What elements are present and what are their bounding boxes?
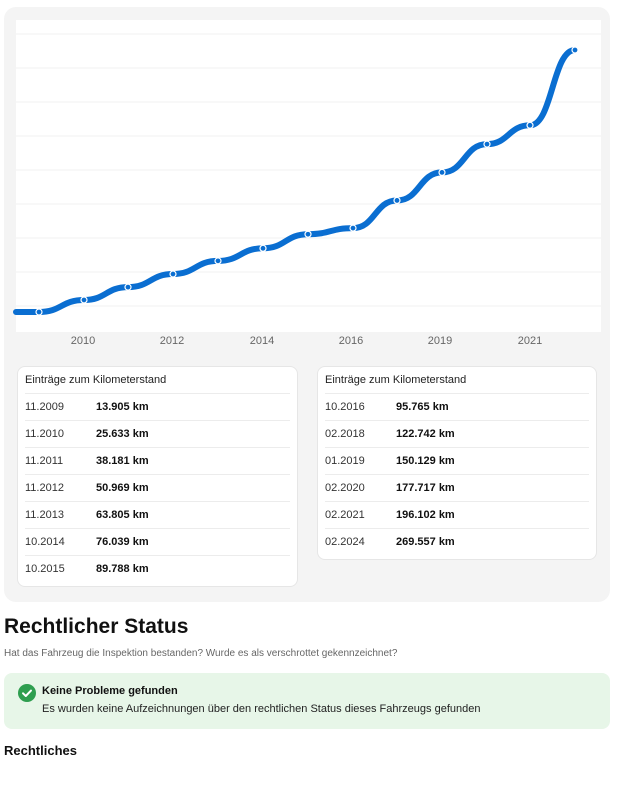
entry-date: 10.2014 <box>25 536 65 548</box>
entry-date: 01.2019 <box>325 455 365 467</box>
status-text: Es wurden keine Aufzeichnungen über den … <box>42 703 481 715</box>
entry-km: 150.129 km <box>396 455 455 467</box>
mileage-table-left: Einträge zum Kilometerstand 11.2009 13.90… <box>17 366 298 587</box>
data-point[interactable] <box>526 121 534 129</box>
check-circle-icon <box>18 684 36 702</box>
entry-date: 10.2015 <box>25 563 65 575</box>
entry-date: 02.2024 <box>325 536 365 548</box>
x-tick-label: 2010 <box>71 335 95 347</box>
table-row: 02.2021 196.102 km <box>325 501 589 528</box>
status-title: Keine Probleme gefunden <box>42 685 178 697</box>
data-point[interactable] <box>483 140 491 148</box>
entry-km: 76.039 km <box>96 536 149 548</box>
mileage-table-right: Einträge zum Kilometerstand 10.2016 95.76… <box>317 366 597 560</box>
table-row: 02.2018 122.742 km <box>325 420 589 447</box>
data-point[interactable] <box>393 196 401 205</box>
data-point[interactable] <box>35 308 43 316</box>
entry-date: 11.2009 <box>25 401 64 413</box>
table-row: 10.2015 89.788 km <box>25 555 290 582</box>
table-row: 02.2024 269.557 km <box>325 528 589 555</box>
entry-km: 196.102 km <box>396 509 455 521</box>
legal-status-subtitle: Hat das Fahrzeug die Inspektion bestande… <box>4 648 398 659</box>
data-point[interactable] <box>349 224 357 232</box>
entry-km: 25.633 km <box>96 428 149 440</box>
entry-date: 11.2012 <box>25 482 64 494</box>
x-tick-label: 2019 <box>428 335 452 347</box>
mileage-line <box>13 47 578 315</box>
table-row: 01.2019 150.129 km <box>325 447 589 474</box>
entry-km: 38.181 km <box>96 455 149 467</box>
table-rows: 11.2009 13.905 km 11.2010 25.633 km 11.2011 3… <box>18 393 297 582</box>
mileage-chart: 2010 2012 2014 2016 2019 2021 <box>13 33 601 347</box>
entry-date: 11.2013 <box>25 509 64 521</box>
entry-km: 122.742 km <box>396 428 455 440</box>
table-row: 02.2020 177.717 km <box>325 474 589 501</box>
data-point[interactable] <box>438 168 446 176</box>
data-point[interactable] <box>214 257 222 265</box>
table-row: 11.2010 25.633 km <box>25 420 290 447</box>
entry-km: 63.805 km <box>96 509 149 521</box>
table-row: 11.2011 38.181 km <box>25 447 290 474</box>
entry-km: 269.557 km <box>396 536 455 548</box>
entry-km: 13.905 km <box>96 401 149 413</box>
entry-date: 11.2011 <box>25 455 64 467</box>
x-tick-label: 2014 <box>250 335 274 347</box>
chart-plot-area <box>16 20 601 332</box>
x-tick-label: 2021 <box>518 335 542 347</box>
table-row: 10.2014 76.039 km <box>25 528 290 555</box>
table-title: Einträge zum Kilometerstand <box>325 374 467 386</box>
x-tick-label: 2012 <box>160 335 184 347</box>
x-tick-label: 2016 <box>339 335 363 347</box>
legal-status-title: Rechtlicher Status <box>4 615 189 638</box>
data-point[interactable] <box>571 46 579 54</box>
data-point[interactable] <box>124 283 132 291</box>
entry-date: 02.2021 <box>325 509 365 521</box>
table-title: Einträge zum Kilometerstand <box>25 374 167 386</box>
status-success-box: Keine Probleme gefunden Es wurden keine … <box>4 673 610 729</box>
entry-km: 95.765 km <box>396 401 449 413</box>
entry-km: 177.717 km <box>396 482 455 494</box>
data-point[interactable] <box>80 296 88 304</box>
data-point[interactable] <box>169 270 177 278</box>
legal-section-heading: Rechtliches <box>4 743 77 758</box>
data-point[interactable] <box>304 230 312 238</box>
data-point[interactable] <box>259 244 267 252</box>
table-row: 11.2013 63.805 km <box>25 501 290 528</box>
entry-date: 02.2020 <box>325 482 365 494</box>
entry-date: 11.2010 <box>25 428 64 440</box>
entry-km: 50.969 km <box>96 482 149 494</box>
table-row: 10.2016 95.765 km <box>325 393 589 420</box>
table-row: 11.2009 13.905 km <box>25 393 290 420</box>
table-row: 11.2012 50.969 km <box>25 474 290 501</box>
entry-date: 10.2016 <box>325 401 365 413</box>
entry-date: 02.2018 <box>325 428 365 440</box>
mileage-chart-card: 2010 2012 2014 2016 2019 2021 Einträge zum Ki… <box>4 7 610 602</box>
entry-km: 89.788 km <box>96 563 149 575</box>
table-rows: 10.2016 95.765 km 02.2018 122.742 km 01.2019… <box>318 393 596 555</box>
